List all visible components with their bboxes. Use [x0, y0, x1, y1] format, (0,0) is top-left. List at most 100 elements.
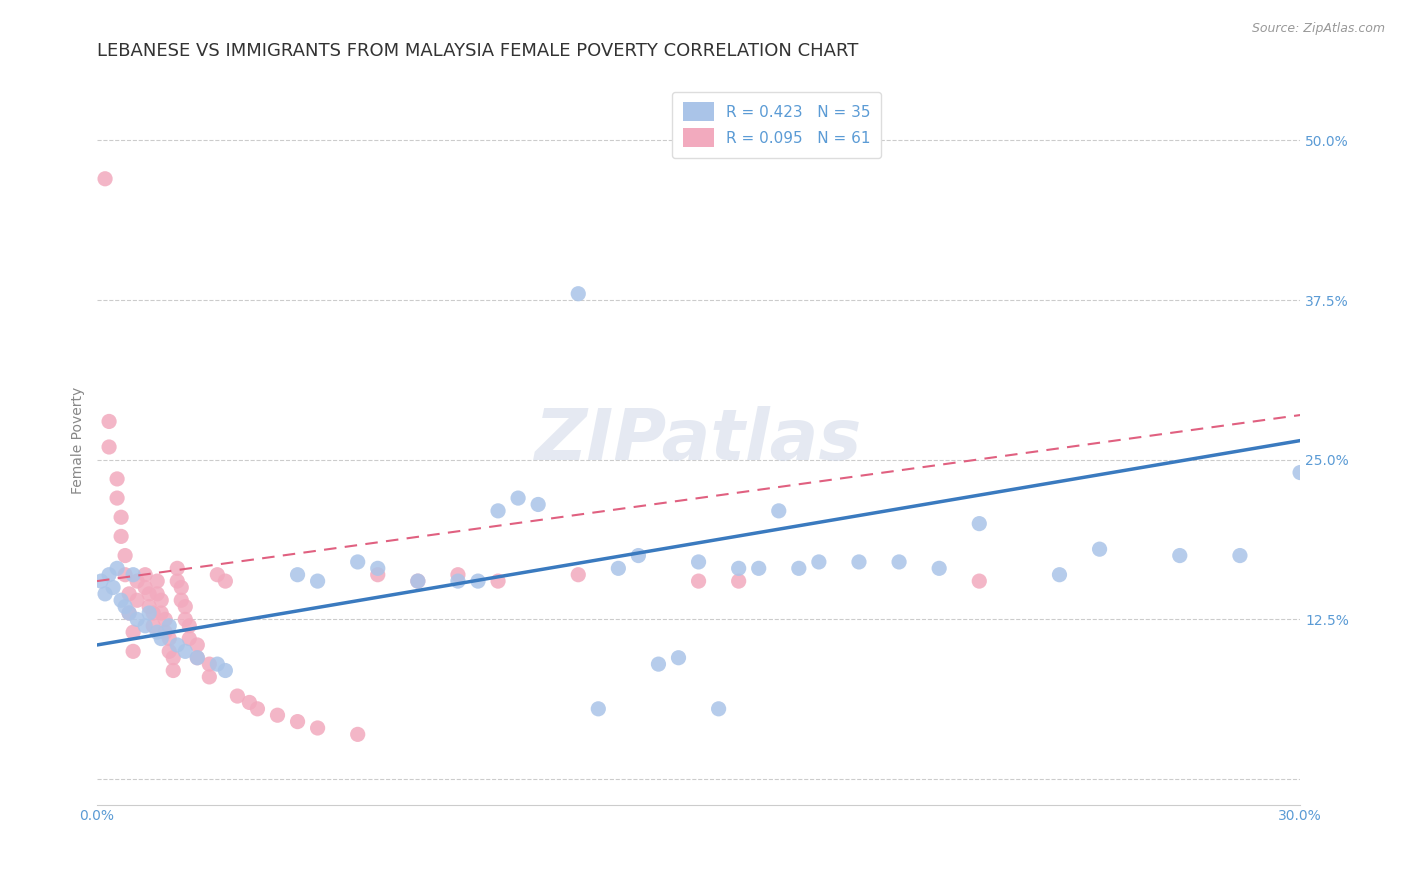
Point — [266, 708, 288, 723]
Point — [1168, 549, 1191, 563]
Point — [118, 606, 141, 620]
Point — [214, 574, 236, 588]
Point — [707, 702, 730, 716]
Point — [134, 567, 156, 582]
Point — [848, 555, 870, 569]
Point — [406, 574, 429, 588]
Point — [807, 555, 830, 569]
Point — [207, 567, 229, 582]
Point — [967, 574, 990, 588]
Point — [928, 561, 950, 575]
Point — [179, 632, 201, 646]
Point — [134, 581, 156, 595]
Point — [367, 567, 389, 582]
Point — [688, 555, 710, 569]
Text: Source: ZipAtlas.com: Source: ZipAtlas.com — [1251, 22, 1385, 36]
Point — [527, 498, 550, 512]
Point — [607, 561, 630, 575]
Point — [94, 587, 117, 601]
Point — [98, 414, 121, 428]
Point — [668, 650, 690, 665]
Point — [134, 619, 156, 633]
Point — [122, 567, 145, 582]
Point — [127, 574, 149, 588]
Point — [114, 567, 136, 582]
Point — [447, 574, 470, 588]
Point — [101, 581, 124, 595]
Point — [246, 702, 269, 716]
Point — [627, 549, 650, 563]
Point — [748, 561, 770, 575]
Point — [138, 587, 160, 601]
Point — [155, 612, 177, 626]
Point — [118, 587, 141, 601]
Point — [174, 612, 197, 626]
Point — [170, 593, 193, 607]
Point — [307, 574, 329, 588]
Point — [467, 574, 489, 588]
Point — [122, 644, 145, 658]
Point — [150, 593, 173, 607]
Point — [186, 638, 208, 652]
Point — [122, 625, 145, 640]
Point — [346, 555, 368, 569]
Point — [647, 657, 669, 672]
Point — [157, 644, 180, 658]
Point — [94, 171, 117, 186]
Point — [198, 657, 221, 672]
Point — [157, 632, 180, 646]
Point — [226, 689, 249, 703]
Point — [90, 574, 112, 588]
Point — [162, 650, 184, 665]
Point — [114, 599, 136, 614]
Text: ZIPatlas: ZIPatlas — [534, 406, 862, 475]
Point — [486, 574, 509, 588]
Point — [110, 510, 132, 524]
Point — [166, 561, 188, 575]
Point — [146, 625, 169, 640]
Point — [307, 721, 329, 735]
Point — [174, 599, 197, 614]
Point — [105, 472, 128, 486]
Point — [98, 440, 121, 454]
Legend: R = 0.423   N = 35, R = 0.095   N = 61: R = 0.423 N = 35, R = 0.095 N = 61 — [672, 92, 882, 158]
Point — [567, 567, 589, 582]
Point — [114, 549, 136, 563]
Point — [406, 574, 429, 588]
Point — [346, 727, 368, 741]
Point — [787, 561, 810, 575]
Point — [727, 574, 749, 588]
Point — [186, 650, 208, 665]
Point — [98, 567, 121, 582]
Y-axis label: Female Poverty: Female Poverty — [72, 387, 86, 494]
Point — [127, 612, 149, 626]
Point — [105, 561, 128, 575]
Point — [146, 587, 169, 601]
Point — [588, 702, 610, 716]
Point — [150, 606, 173, 620]
Point — [174, 644, 197, 658]
Point — [238, 695, 260, 709]
Point — [1088, 542, 1111, 557]
Point — [142, 606, 165, 620]
Point — [110, 593, 132, 607]
Point — [567, 286, 589, 301]
Point — [1289, 466, 1312, 480]
Point — [162, 664, 184, 678]
Point — [142, 619, 165, 633]
Point — [1049, 567, 1071, 582]
Point — [887, 555, 910, 569]
Point — [768, 504, 790, 518]
Point — [198, 670, 221, 684]
Point — [138, 606, 160, 620]
Point — [105, 491, 128, 505]
Point — [146, 574, 169, 588]
Point — [127, 593, 149, 607]
Point — [166, 638, 188, 652]
Point — [155, 625, 177, 640]
Point — [118, 606, 141, 620]
Point — [166, 574, 188, 588]
Point — [214, 664, 236, 678]
Point — [688, 574, 710, 588]
Point — [727, 561, 749, 575]
